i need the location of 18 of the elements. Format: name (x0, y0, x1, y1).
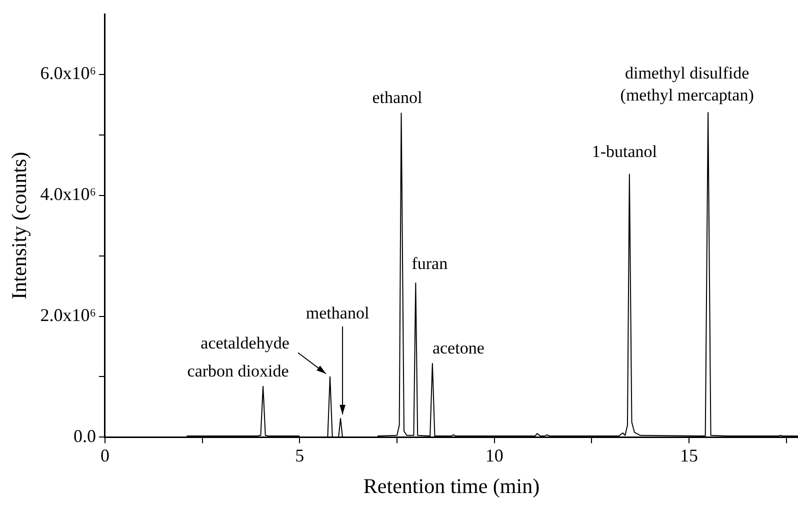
x-tick-label: 5 (295, 446, 304, 466)
annotation: dimethyl disulfide (methyl mercaptan) (620, 64, 754, 105)
x-axis-title: Retention time (min) (363, 474, 540, 498)
y-tick-label: 0.0 (73, 426, 96, 446)
annotation: acetone (432, 338, 484, 358)
annotation: furan (412, 254, 448, 274)
x-tick-label: 0 (100, 446, 110, 466)
y-tick-label: 2.0x10⁶ (40, 305, 96, 326)
annotation: ethanol (372, 88, 423, 108)
x-tick-label: 15 (680, 446, 698, 466)
y-tick-label: 4.0x10⁶ (40, 184, 96, 204)
annotation: carbon dioxide (187, 361, 289, 380)
annotation: acetaldehyde (200, 334, 290, 353)
annotation: methanol (306, 303, 370, 322)
y-axis-title: Intensity (counts) (7, 152, 32, 300)
y-tick-label: 6.0x10⁶ (40, 63, 96, 84)
annotation: 1-butanol (592, 142, 658, 162)
x-tick-label: 10 (485, 446, 504, 466)
